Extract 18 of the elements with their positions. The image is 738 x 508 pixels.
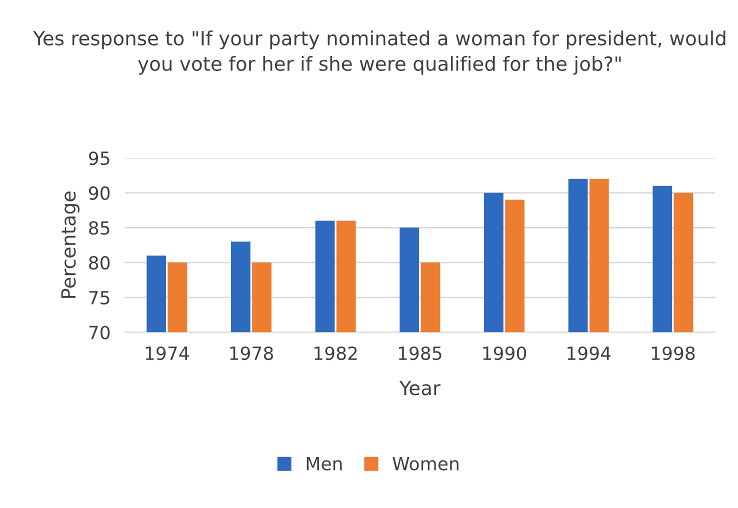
x-tick-label: 1982 (314, 346, 357, 360)
y-tick-label: 90 (88, 186, 110, 200)
legend-label: Men (306, 457, 342, 470)
x-tick-label: 1985 (398, 346, 442, 360)
x-tick-label: 1990 (483, 346, 526, 360)
x-tick-label: 1974 (146, 346, 189, 360)
x-axis-title: Year (399, 380, 441, 396)
y-tick-label: 85 (89, 221, 110, 235)
legend-label: Women (392, 457, 458, 470)
x-tick-label: 1978 (230, 346, 273, 360)
y-tick-label: 80 (89, 256, 110, 270)
y-tick-label: 75 (89, 291, 110, 304)
y-axis-title: Percentage (61, 191, 80, 298)
x-tick-label: 1998 (652, 346, 695, 360)
x-tick-label: 1994 (568, 346, 611, 360)
y-tick-label: 70 (89, 326, 110, 340)
chart-title: Yes response to "If your party nominated a woman for president, would you vote for her if she were qualified for the job?" (33, 30, 726, 75)
y-tick-label: 95 (88, 151, 110, 166)
